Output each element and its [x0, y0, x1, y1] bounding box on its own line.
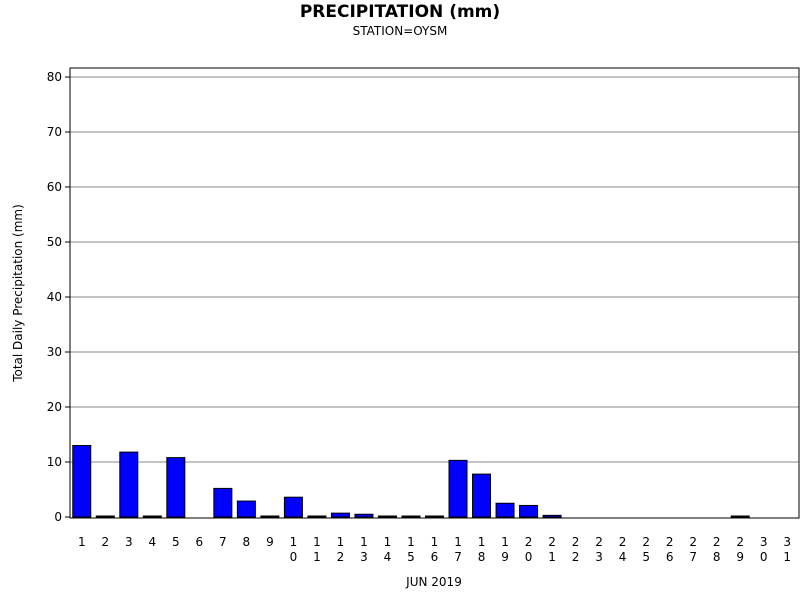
gridlines [70, 76, 799, 463]
x-tick-label: 6 [196, 535, 204, 549]
bar [730, 515, 750, 518]
x-tick-label: 1 [78, 535, 86, 549]
bar [425, 515, 444, 518]
bar [119, 451, 139, 518]
x-axis: 1 2 3 4 5 6 7 8 9 1 01 11 21 31 41 51 61 71 81 92 02 12 22 32 42… [78, 535, 791, 564]
x-tick-label: 5 [172, 535, 180, 549]
y-tick-label: 0 [54, 510, 62, 524]
bar [448, 459, 468, 518]
bar [72, 445, 92, 518]
bar [166, 457, 186, 518]
bar [142, 515, 162, 518]
y-axis: 0 10 20 30 40 50 60 70 80 [47, 70, 70, 524]
bar [354, 513, 374, 518]
plot-frame [69, 67, 800, 519]
bar [542, 514, 562, 518]
x-tick-label: 7 [219, 535, 227, 549]
bar [260, 515, 280, 518]
bar [95, 515, 115, 518]
x-tick-label: 2 [101, 535, 109, 549]
bar [283, 496, 303, 518]
bar [330, 512, 350, 518]
y-tick-label: 60 [47, 180, 62, 194]
y-tick-label: 40 [47, 290, 62, 304]
bar [377, 515, 397, 518]
y-tick-label: 10 [47, 455, 62, 469]
bar [472, 473, 492, 518]
y-tick-label: 50 [47, 235, 62, 249]
y-tick-label: 20 [47, 400, 62, 414]
bar [519, 504, 539, 518]
x-tick-label: 4 [148, 535, 156, 549]
chart-title: PRECIPITATION (mm) [300, 2, 500, 22]
bar [213, 487, 233, 518]
chart-subtitle: STATION=OYSM [353, 24, 448, 38]
x-tick-label: 8 [243, 535, 251, 549]
y-tick-label: 80 [47, 70, 62, 84]
x-tick-label: 9 [266, 535, 274, 549]
x-axis-label: JUN 2019 [405, 575, 462, 589]
y-axis-label: Total Daily Precipitation (mm) [11, 204, 25, 383]
y-tick-label: 30 [47, 345, 62, 359]
y-tick-label: 70 [47, 125, 62, 139]
bar [307, 515, 327, 518]
x-tick-label: 3 [125, 535, 133, 549]
bar [495, 502, 515, 518]
bars [72, 445, 750, 518]
bar [401, 515, 421, 518]
bar [236, 500, 256, 518]
